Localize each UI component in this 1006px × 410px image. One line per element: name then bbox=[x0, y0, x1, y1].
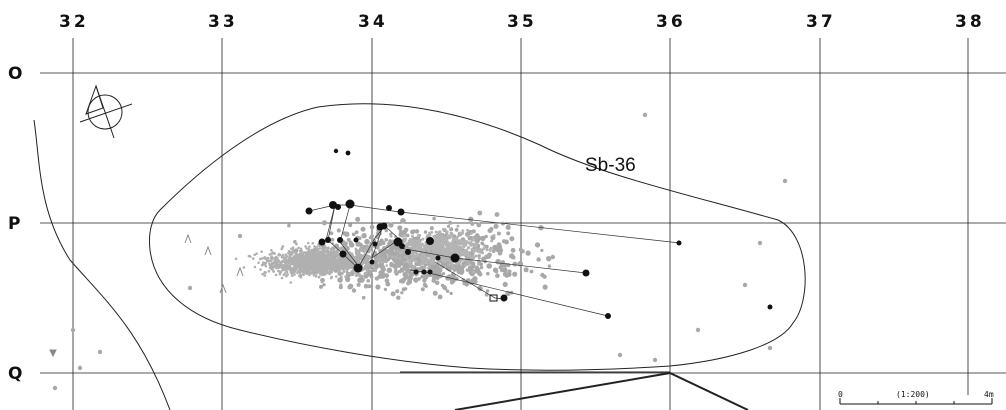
row-label-O: O bbox=[8, 64, 22, 84]
col-label-35: 35 bbox=[507, 12, 537, 32]
terrain-boundary-line bbox=[33, 119, 171, 410]
col-label-33: 33 bbox=[208, 12, 238, 32]
grid-rows bbox=[40, 72, 1006, 374]
col-label-37: 37 bbox=[806, 12, 836, 32]
artifact-cluster-dense bbox=[234, 224, 496, 284]
scale-max: 4m bbox=[984, 390, 994, 399]
feature-label-sb-36: Sb-36 bbox=[585, 155, 636, 176]
scale-bar: 0 (1:200) 4m bbox=[838, 390, 994, 405]
scale-zero: 0 bbox=[838, 390, 843, 399]
north-arrow-icon bbox=[79, 84, 133, 139]
row-label-Q: Q bbox=[8, 364, 22, 384]
feature-outline-sb-36 bbox=[149, 103, 806, 371]
col-label-36: 36 bbox=[656, 12, 686, 32]
row-labels: O P Q bbox=[8, 64, 22, 384]
scale-ratio: (1:200) bbox=[896, 390, 930, 399]
col-label-34: 34 bbox=[358, 12, 388, 32]
grid-columns bbox=[72, 38, 969, 410]
row-label-P: P bbox=[8, 214, 20, 234]
small-markers bbox=[49, 233, 244, 358]
col-label-38: 38 bbox=[955, 12, 985, 32]
section-lines bbox=[454, 372, 749, 410]
col-label-32: 32 bbox=[59, 12, 89, 32]
artifact-points-dark bbox=[305, 148, 773, 319]
column-labels: 32 33 34 35 36 37 38 bbox=[59, 12, 985, 32]
